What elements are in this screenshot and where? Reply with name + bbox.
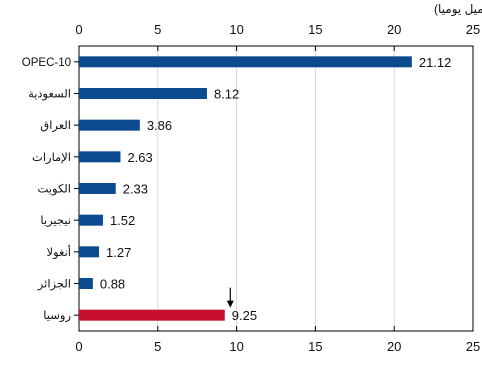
axis-ticks: 0 0 5 5 10 10 15 15 20 20 25 25 xyxy=(74,22,480,354)
unit-label: (مليون برميل يوميا) xyxy=(434,2,482,17)
value-label: 8.12 xyxy=(214,87,239,102)
top-tick-label: 15 xyxy=(308,22,322,37)
bottom-tick-label: 10 xyxy=(229,339,243,354)
value-label: 21.12 xyxy=(419,55,452,70)
gridlines xyxy=(157,46,395,331)
category-label: روسيا xyxy=(43,310,71,323)
value-label: 3.86 xyxy=(147,118,172,133)
bottom-tick-label: 0 xyxy=(75,339,82,354)
bar xyxy=(79,278,93,289)
value-label: 1.52 xyxy=(110,213,135,228)
top-tick-label: 20 xyxy=(387,22,401,37)
bottom-tick-label: 15 xyxy=(308,339,322,354)
category-label: الجزائر xyxy=(37,279,71,292)
category-label: الكويت xyxy=(38,184,71,197)
category-label: أنغولا xyxy=(47,244,71,260)
category-label: السعودية xyxy=(28,89,71,102)
bar xyxy=(79,119,140,131)
down-arrow-icon xyxy=(226,300,234,308)
category-label: الإمارات xyxy=(32,152,71,165)
bar xyxy=(79,151,121,163)
bar xyxy=(79,183,116,194)
bars xyxy=(79,56,412,321)
top-tick-label: 5 xyxy=(154,22,161,37)
top-tick-label: 0 xyxy=(75,22,82,37)
labels: OPEC-10 21.12 السعودية 8.12 العراق 3.86 الإمار… xyxy=(22,55,452,323)
bar xyxy=(79,88,207,99)
value-label: 2.63 xyxy=(127,150,152,165)
bar xyxy=(79,56,412,68)
bottom-tick-label: 5 xyxy=(154,339,161,354)
value-label: 0.88 xyxy=(100,277,125,292)
top-tick-label: 25 xyxy=(466,22,480,37)
bottom-tick-label: 25 xyxy=(466,339,480,354)
category-label: العراق xyxy=(40,120,71,133)
bar xyxy=(79,309,225,321)
value-label: 9.25 xyxy=(232,308,257,323)
bar xyxy=(79,214,103,226)
value-label: 1.27 xyxy=(106,245,131,260)
top-tick-label: 10 xyxy=(229,22,243,37)
bar xyxy=(79,246,100,258)
category-label: نيجيريا xyxy=(40,215,71,228)
value-label: 2.33 xyxy=(123,182,148,197)
category-label: OPEC-10 xyxy=(22,57,71,69)
bottom-tick-label: 20 xyxy=(387,339,401,354)
marker xyxy=(226,287,234,308)
